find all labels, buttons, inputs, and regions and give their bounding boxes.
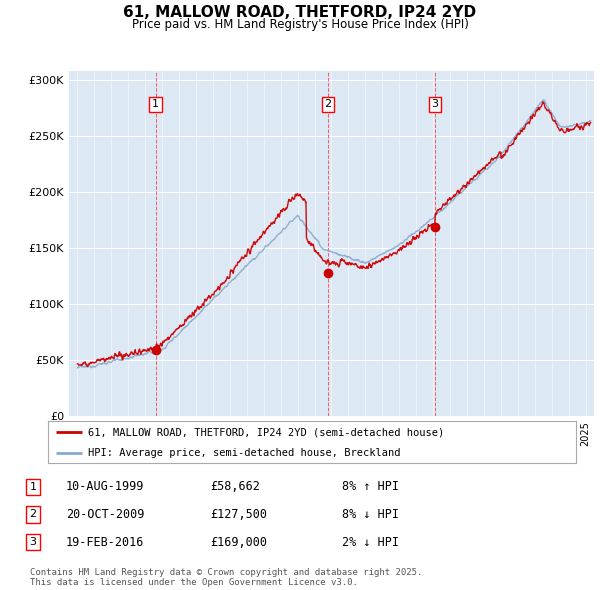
- Text: 10-AUG-1999: 10-AUG-1999: [66, 480, 145, 493]
- Text: £169,000: £169,000: [210, 536, 267, 549]
- Text: Contains HM Land Registry data © Crown copyright and database right 2025.
This d: Contains HM Land Registry data © Crown c…: [30, 568, 422, 587]
- Text: 8% ↓ HPI: 8% ↓ HPI: [342, 508, 399, 521]
- Text: £127,500: £127,500: [210, 508, 267, 521]
- Text: 19-FEB-2016: 19-FEB-2016: [66, 536, 145, 549]
- Text: 20-OCT-2009: 20-OCT-2009: [66, 508, 145, 521]
- Text: Price paid vs. HM Land Registry's House Price Index (HPI): Price paid vs. HM Land Registry's House …: [131, 18, 469, 31]
- Text: 3: 3: [431, 100, 439, 109]
- Text: 1: 1: [29, 482, 37, 491]
- Text: 2: 2: [325, 100, 332, 109]
- Text: 2: 2: [29, 510, 37, 519]
- Text: 3: 3: [29, 537, 37, 547]
- Text: 2% ↓ HPI: 2% ↓ HPI: [342, 536, 399, 549]
- Text: 61, MALLOW ROAD, THETFORD, IP24 2YD: 61, MALLOW ROAD, THETFORD, IP24 2YD: [124, 5, 476, 19]
- Text: 1: 1: [152, 100, 159, 109]
- Text: HPI: Average price, semi-detached house, Breckland: HPI: Average price, semi-detached house,…: [88, 448, 400, 457]
- Text: £58,662: £58,662: [210, 480, 260, 493]
- Text: 8% ↑ HPI: 8% ↑ HPI: [342, 480, 399, 493]
- Text: 61, MALLOW ROAD, THETFORD, IP24 2YD (semi-detached house): 61, MALLOW ROAD, THETFORD, IP24 2YD (sem…: [88, 427, 444, 437]
